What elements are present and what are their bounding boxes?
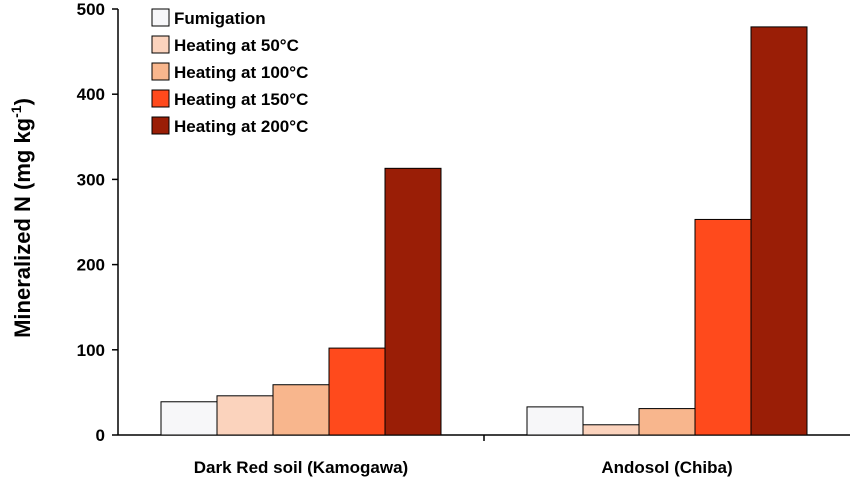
bar-2-3 — [638, 408, 696, 436]
bar-1-5 — [384, 167, 442, 436]
legend-label: Heating at 150°C — [174, 90, 308, 109]
y-tick-label: 0 — [96, 426, 105, 445]
y-tick-label: 200 — [77, 256, 105, 275]
bar-1-1 — [160, 401, 218, 436]
legend-label: Heating at 200°C — [174, 117, 308, 136]
y-tick-label: 400 — [77, 85, 105, 104]
x-category-label: Dark Red soil (Kamogawa) — [194, 458, 408, 477]
y-axis-title-main: Mineralized N (mg kg — [10, 118, 35, 338]
bar-1-3 — [272, 384, 330, 436]
legend: Fumigation Heating at 50°C Heating at 100°… — [151, 8, 308, 136]
bar-2-4 — [694, 218, 752, 436]
bars — [160, 26, 808, 436]
legend-label: Heating at 100°C — [174, 63, 308, 82]
legend-swatch — [151, 8, 170, 27]
y-axis-title-superscript: -1 — [8, 105, 24, 118]
y-tick-label: 100 — [77, 341, 105, 360]
bar-2-1 — [526, 406, 584, 436]
legend-swatch — [151, 62, 170, 81]
y-axis-title-suffix: ) — [10, 98, 35, 105]
bar-2-2 — [582, 424, 640, 436]
y-tick-label: 300 — [77, 170, 105, 189]
legend-swatch — [151, 35, 170, 54]
y-axis-title: Mineralized N (mg kg-1) — [8, 98, 35, 338]
y-tick-label: 500 — [77, 0, 105, 19]
legend-swatch — [151, 89, 170, 108]
bar-1-4 — [328, 347, 386, 436]
legend-swatch — [151, 116, 170, 135]
x-category-label: Andosol (Chiba) — [601, 458, 732, 477]
bar-2-5 — [750, 26, 808, 436]
legend-label: Heating at 50°C — [174, 36, 299, 55]
legend-label: Fumigation — [174, 9, 266, 28]
bar-1-2 — [216, 395, 274, 436]
